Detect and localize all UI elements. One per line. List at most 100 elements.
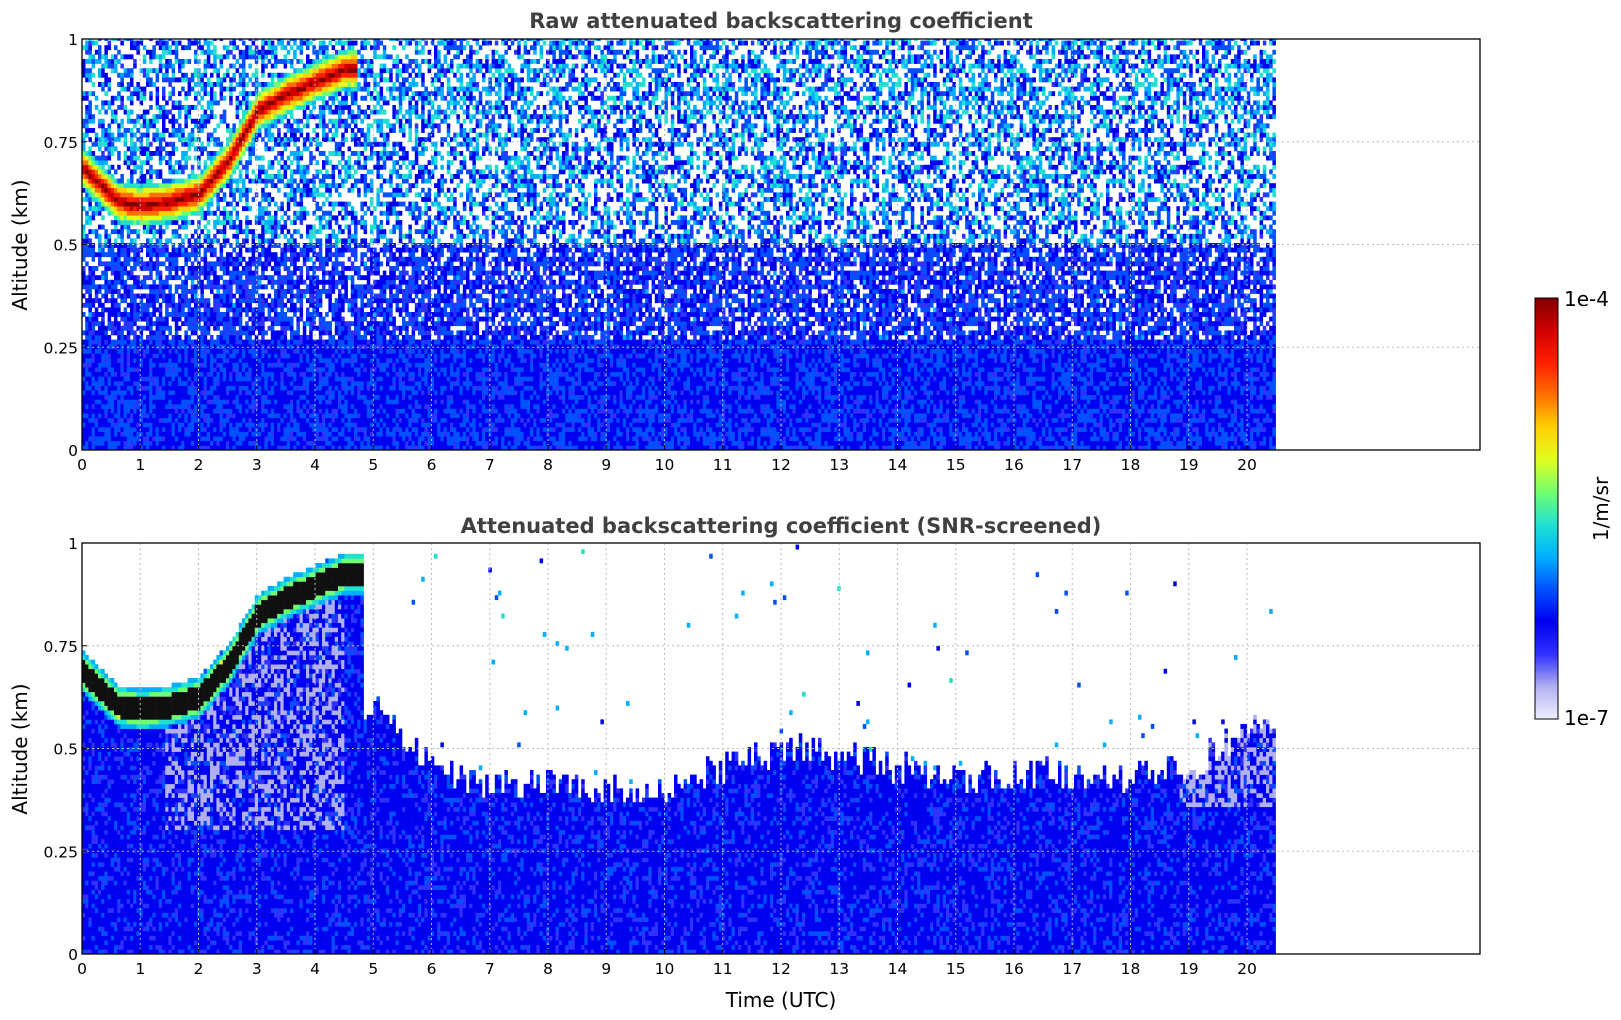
heatmap-cell bbox=[226, 50, 230, 55]
heatmap-cell bbox=[284, 192, 288, 197]
heatmap-cell bbox=[184, 436, 188, 441]
heatmap-cell bbox=[120, 211, 124, 216]
heatmap-cell bbox=[280, 372, 284, 377]
heatmap-cell bbox=[168, 160, 172, 165]
heatmap-cell bbox=[175, 45, 179, 50]
heatmap-cell bbox=[236, 266, 240, 271]
heatmap-cell bbox=[293, 381, 297, 386]
heatmap-cell bbox=[239, 390, 243, 395]
heatmap-cell bbox=[220, 275, 224, 280]
heatmap-cell bbox=[306, 395, 310, 400]
heatmap-cell bbox=[88, 395, 92, 400]
heatmap-cell bbox=[184, 330, 188, 335]
heatmap-cell bbox=[236, 289, 240, 294]
heatmap-cell bbox=[101, 436, 105, 441]
heatmap-cell bbox=[181, 252, 185, 257]
heatmap-cell bbox=[293, 202, 297, 207]
heatmap-cell bbox=[191, 404, 195, 409]
heatmap-cell bbox=[274, 156, 278, 161]
heatmap-cell bbox=[117, 386, 121, 391]
heatmap-cell bbox=[229, 358, 233, 363]
heatmap-cell bbox=[124, 225, 128, 230]
heatmap-cell bbox=[303, 91, 307, 96]
heatmap-cell bbox=[232, 404, 236, 409]
heatmap-cell bbox=[188, 386, 192, 391]
heatmap-cell bbox=[152, 188, 156, 193]
heatmap-cell bbox=[108, 197, 112, 202]
heatmap-cell bbox=[98, 54, 102, 59]
heatmap-cell bbox=[98, 367, 102, 372]
heatmap-cell bbox=[146, 229, 150, 234]
heatmap-cell bbox=[152, 119, 156, 124]
heatmap-cell bbox=[149, 422, 153, 427]
heatmap-cell bbox=[168, 330, 172, 335]
heatmap-cell bbox=[149, 91, 153, 96]
heatmap-cell bbox=[306, 266, 310, 271]
heatmap-cell bbox=[136, 441, 140, 446]
heatmap-cell bbox=[165, 243, 169, 248]
heatmap-cell bbox=[277, 188, 281, 193]
heatmap-cell bbox=[204, 432, 208, 437]
heatmap-cell bbox=[236, 257, 240, 262]
heatmap-cell bbox=[127, 211, 131, 216]
heatmap-cell bbox=[274, 229, 278, 234]
heatmap-cell bbox=[204, 146, 208, 151]
heatmap-cell bbox=[156, 183, 160, 188]
heatmap-cell bbox=[191, 220, 195, 225]
heatmap-cell bbox=[120, 54, 124, 59]
heatmap-cell bbox=[290, 91, 294, 96]
heatmap-cell bbox=[92, 367, 96, 372]
heatmap-cell bbox=[268, 41, 272, 46]
heatmap-cell bbox=[143, 96, 147, 101]
heatmap-cell bbox=[220, 183, 224, 188]
heatmap-cell bbox=[200, 73, 204, 78]
heatmap-cell bbox=[124, 266, 128, 271]
heatmap-cell bbox=[242, 119, 246, 124]
heatmap-cell bbox=[120, 188, 124, 193]
heatmap-cell bbox=[114, 344, 118, 349]
heatmap-cell bbox=[133, 192, 137, 197]
heatmap-cell bbox=[191, 119, 195, 124]
heatmap-cell bbox=[114, 330, 118, 335]
heatmap-cell bbox=[98, 432, 102, 437]
heatmap-cell bbox=[229, 64, 233, 69]
heatmap-cell bbox=[210, 248, 214, 253]
heatmap-cell bbox=[296, 215, 300, 220]
heatmap-cell bbox=[287, 156, 291, 161]
heatmap-cell bbox=[130, 390, 134, 395]
heatmap-cell bbox=[114, 363, 118, 368]
heatmap-cell bbox=[111, 257, 115, 262]
heatmap-cell bbox=[261, 358, 265, 363]
heatmap-cell bbox=[287, 215, 291, 220]
heatmap-cell bbox=[213, 68, 217, 73]
heatmap-cell bbox=[296, 363, 300, 368]
heatmap-cell bbox=[204, 372, 208, 377]
heatmap-cell bbox=[188, 238, 192, 243]
heatmap-cell bbox=[242, 330, 246, 335]
heatmap-cell bbox=[120, 441, 124, 446]
heatmap-cell bbox=[175, 275, 179, 280]
heatmap-cell bbox=[248, 317, 252, 322]
heatmap-cell bbox=[280, 73, 284, 78]
heatmap-cell bbox=[220, 151, 224, 156]
heatmap-cell bbox=[207, 105, 211, 110]
heatmap-cell bbox=[242, 146, 246, 151]
heatmap-cell bbox=[181, 372, 185, 377]
heatmap-cell bbox=[229, 427, 233, 432]
heatmap-cell bbox=[293, 358, 297, 363]
heatmap-cell bbox=[303, 146, 307, 151]
heatmap-cell bbox=[98, 146, 102, 151]
heatmap-cell bbox=[200, 82, 204, 87]
heatmap-cell bbox=[232, 353, 236, 358]
heatmap-cell bbox=[232, 399, 236, 404]
heatmap-cell bbox=[309, 257, 313, 262]
heatmap-cell bbox=[168, 353, 172, 358]
heatmap-cell bbox=[92, 284, 96, 289]
heatmap-cell bbox=[293, 105, 297, 110]
heatmap-cell bbox=[136, 45, 140, 50]
heatmap-cell bbox=[303, 395, 307, 400]
heatmap-cell bbox=[114, 441, 118, 446]
heatmap-cell bbox=[239, 271, 243, 276]
heatmap-cell bbox=[242, 372, 246, 377]
heatmap-cell bbox=[133, 87, 137, 92]
